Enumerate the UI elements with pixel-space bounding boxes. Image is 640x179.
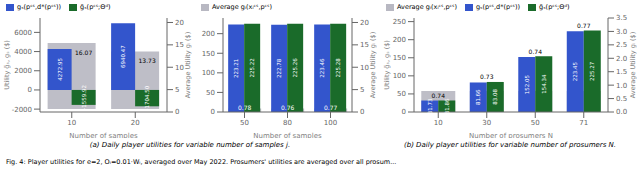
html-text:gₛ(pᶜˢ,d*(pᶜˢ)): gₛ(pᶜˢ,d*(pᶜˢ)) bbox=[476, 3, 520, 11]
svg-text:100: 100 bbox=[202, 69, 215, 77]
svg-text:3.0: 3.0 bbox=[616, 28, 627, 36]
svg-text:0.0: 0.0 bbox=[616, 108, 627, 116]
svg-text:31.86: 31.86 bbox=[444, 98, 450, 114]
html-text:Average gᵢ(xᵢᶜˢ,pᶜˢ): Average gᵢ(xᵢᶜˢ,pᶜˢ) bbox=[397, 3, 457, 11]
svg-text:1.0: 1.0 bbox=[616, 82, 627, 90]
html-text:(b) Daily player utilities for: (b) Daily player utilities for variable … bbox=[404, 141, 616, 149]
svg-text:2.0: 2.0 bbox=[616, 55, 627, 63]
svg-text:152.05: 152.05 bbox=[524, 74, 530, 94]
svg-text:5: 5 bbox=[360, 86, 364, 94]
html-text:(a) Daily player utilities for: (a) Daily player utilities for variable … bbox=[89, 141, 291, 149]
svg-text:0.74: 0.74 bbox=[529, 48, 543, 55]
svg-text:200: 200 bbox=[202, 30, 215, 38]
svg-text:Number of samples: Number of samples bbox=[253, 132, 322, 138]
svg-text:222.78: 222.78 bbox=[276, 58, 282, 78]
svg-text:Utility g̃ₛ, gₛ ($): Utility g̃ₛ, gₛ ($) bbox=[383, 40, 391, 90]
svg-text:223.45: 223.45 bbox=[572, 61, 578, 81]
svg-text:10: 10 bbox=[175, 64, 184, 72]
svg-text:223.46: 223.46 bbox=[319, 58, 325, 78]
html-text:g̃ₛ(pᶜˢ;Θᵈ): g̃ₛ(pᶜˢ;Θᵈ) bbox=[80, 3, 111, 11]
svg-text:20: 20 bbox=[131, 119, 140, 127]
svg-text:10: 10 bbox=[67, 119, 76, 127]
svg-text:0.77: 0.77 bbox=[577, 22, 591, 29]
svg-text:0.76: 0.76 bbox=[281, 104, 295, 111]
svg-text:81.66: 81.66 bbox=[475, 89, 481, 105]
svg-text:0: 0 bbox=[360, 108, 364, 116]
svg-text:Number of samples: Number of samples bbox=[69, 132, 138, 138]
svg-text:250: 250 bbox=[393, 18, 406, 26]
svg-text:Utility g̃ₛ, gₛ ($): Utility g̃ₛ, gₛ ($) bbox=[3, 40, 11, 90]
svg-text:30: 30 bbox=[482, 119, 491, 127]
svg-text:0: 0 bbox=[402, 108, 406, 116]
svg-text:3.5: 3.5 bbox=[616, 14, 627, 22]
svg-text:31.73: 31.73 bbox=[427, 98, 433, 114]
svg-text:1.5: 1.5 bbox=[616, 68, 627, 76]
svg-text:-2000: -2000 bbox=[12, 106, 32, 114]
svg-text:2.5: 2.5 bbox=[616, 41, 627, 49]
svg-text:0.73: 0.73 bbox=[480, 73, 494, 80]
svg-text:225.27: 225.27 bbox=[589, 61, 595, 81]
svg-text:0.78: 0.78 bbox=[238, 104, 252, 111]
svg-text:Number of prosumers N: Number of prosumers N bbox=[469, 132, 553, 138]
html-text:g̃ₛ(pᶜˢ;Θᵈ): g̃ₛ(pᶜˢ;Θᵈ) bbox=[539, 3, 570, 11]
svg-text:Average Utility gᵢ ($): Average Utility gᵢ ($) bbox=[369, 32, 377, 99]
svg-text:20: 20 bbox=[360, 19, 369, 27]
svg-text:0.5: 0.5 bbox=[616, 95, 627, 103]
svg-text:223.21: 223.21 bbox=[233, 59, 239, 78]
svg-text:4272.95: 4272.95 bbox=[57, 58, 63, 81]
svg-text:15: 15 bbox=[175, 41, 184, 49]
svg-text:6940.47: 6940.47 bbox=[120, 45, 126, 68]
svg-text:-1559.92: -1559.92 bbox=[81, 85, 87, 110]
svg-text:Average Utility gᵢ ($): Average Utility gᵢ ($) bbox=[184, 32, 192, 99]
svg-text:16.07: 16.07 bbox=[75, 49, 92, 56]
svg-text:0.77: 0.77 bbox=[324, 104, 338, 111]
svg-text:0: 0 bbox=[211, 108, 215, 116]
html-text:Average gᵢ(xᵢᶜˢ,pᶜˢ): Average gᵢ(xᵢᶜˢ,pᶜˢ) bbox=[212, 3, 272, 11]
svg-text:50: 50 bbox=[397, 90, 406, 98]
svg-text:-1704.50: -1704.50 bbox=[144, 85, 150, 110]
svg-text:0.74: 0.74 bbox=[432, 92, 446, 99]
html-text:Fig. 4: Player utilities for e: Fig. 4: Player utilities for e=2, Oᵢ=0.0… bbox=[6, 158, 397, 166]
svg-text:150: 150 bbox=[393, 54, 406, 62]
svg-text:100: 100 bbox=[324, 119, 337, 127]
svg-text:13.73: 13.73 bbox=[139, 57, 156, 64]
svg-text:2000: 2000 bbox=[14, 67, 32, 75]
svg-text:225.26: 225.26 bbox=[292, 58, 298, 78]
svg-text:10: 10 bbox=[434, 119, 443, 127]
svg-text:80: 80 bbox=[283, 119, 292, 127]
svg-text:200: 200 bbox=[393, 36, 406, 44]
svg-text:225.28: 225.28 bbox=[335, 58, 341, 78]
svg-text:0: 0 bbox=[28, 86, 32, 94]
svg-text:10: 10 bbox=[360, 64, 369, 72]
svg-text:6000: 6000 bbox=[14, 29, 32, 37]
svg-text:15: 15 bbox=[360, 41, 369, 49]
svg-text:50: 50 bbox=[531, 119, 540, 127]
svg-text:20: 20 bbox=[175, 19, 184, 27]
svg-text:5: 5 bbox=[175, 86, 179, 94]
svg-text:50: 50 bbox=[240, 119, 249, 127]
svg-text:83.08: 83.08 bbox=[492, 89, 498, 105]
svg-text:4000: 4000 bbox=[14, 48, 32, 56]
svg-text:50: 50 bbox=[206, 89, 215, 97]
svg-text:Average Utility gᵢ ($): Average Utility gᵢ ($) bbox=[629, 32, 637, 99]
svg-text:154.34: 154.34 bbox=[541, 74, 547, 94]
svg-text:71: 71 bbox=[579, 119, 588, 127]
svg-text:0: 0 bbox=[175, 108, 179, 116]
html-text:gₛ(pᶜˢ,d*(pᶜˢ)): gₛ(pᶜˢ,d*(pᶜˢ)) bbox=[17, 3, 62, 11]
svg-text:150: 150 bbox=[202, 50, 215, 58]
svg-text:100: 100 bbox=[393, 72, 406, 80]
svg-text:225.22: 225.22 bbox=[249, 58, 255, 77]
